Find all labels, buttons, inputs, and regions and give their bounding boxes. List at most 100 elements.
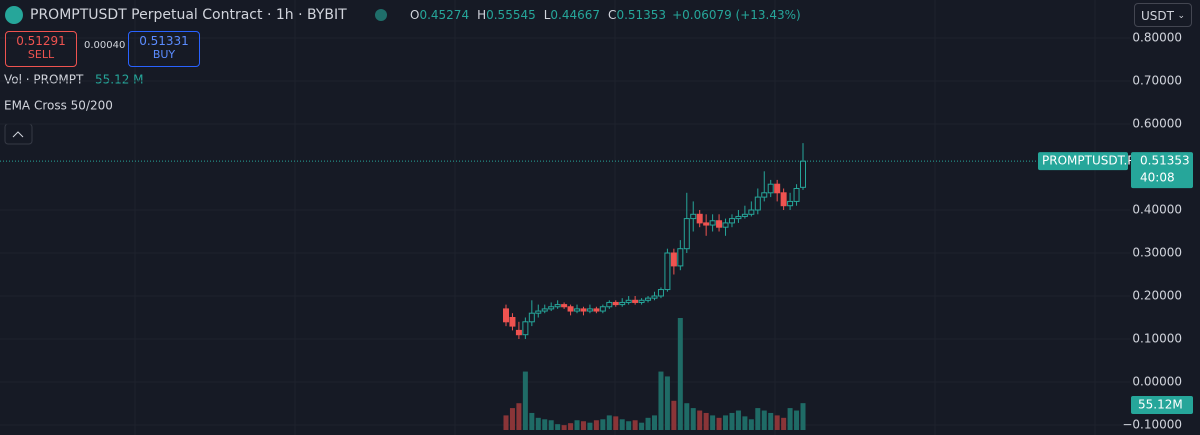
candle-body	[645, 297, 652, 301]
volume-bar	[781, 417, 787, 430]
y-tick-label: 0.80000	[1132, 31, 1182, 45]
candle-body	[748, 209, 755, 215]
candle-body	[503, 308, 509, 323]
symbol-title[interactable]: PROMPTUSDT Perpetual Contract · 1h · BYB…	[30, 7, 347, 23]
volume-bar	[652, 415, 657, 430]
volume-bar	[574, 420, 580, 430]
y-tick-label: 0.10000	[1132, 332, 1182, 346]
volume-bar	[645, 417, 651, 430]
price-axis	[1130, 28, 1200, 435]
volume-bar	[580, 421, 586, 430]
sell-button[interactable]: 0.51291 SELL	[5, 31, 77, 67]
ohlc-letter: C	[608, 8, 616, 22]
y-tick-label: 0.20000	[1132, 289, 1182, 303]
candle-body	[593, 308, 600, 312]
volume-bar	[729, 412, 735, 430]
volume-bar	[542, 419, 548, 430]
y-tick-label: 0.70000	[1132, 74, 1182, 88]
candle-body	[651, 295, 658, 299]
symbol-label: PROMPTUSDT.P	[1042, 154, 1135, 168]
volume-bar	[690, 408, 696, 430]
volume-bar	[509, 408, 515, 430]
candle-body	[567, 306, 574, 312]
volume-bar	[548, 420, 554, 430]
last-price-box	[1131, 152, 1193, 189]
candle-body	[612, 301, 619, 306]
ohlc-value: 0.44667	[550, 8, 600, 22]
volume-bar	[761, 410, 767, 430]
symbol-logo	[5, 6, 23, 24]
volume-bar	[664, 376, 670, 430]
sell-price: 0.51291	[16, 34, 66, 48]
candle-body	[586, 308, 593, 312]
volume-indicator-value: 55.12 M	[95, 73, 144, 87]
volume-bar	[787, 408, 793, 430]
candle-body	[580, 308, 587, 312]
candle-body	[561, 304, 568, 308]
volume-bar	[710, 415, 716, 430]
volume-bar	[613, 416, 619, 430]
candle-body	[716, 220, 723, 228]
candle-body	[515, 329, 522, 336]
volume-bar	[677, 318, 683, 430]
volume-bar	[619, 419, 625, 430]
volume-indicator[interactable]: Vol · PROMPT	[4, 73, 84, 87]
volume-bar	[658, 371, 664, 430]
candle-body	[528, 312, 535, 323]
ohlc-value: 0.45274	[419, 8, 469, 22]
candle-body	[800, 160, 806, 188]
last-price-label: 0.51353	[1140, 154, 1190, 168]
currency-select[interactable]: USDT ⌄	[1134, 3, 1192, 27]
candle-body	[683, 218, 690, 250]
collapse-icon	[12, 131, 24, 138]
volume-bar	[639, 422, 645, 430]
ohlc-letter: L	[544, 8, 551, 22]
candle-body	[606, 301, 613, 308]
volume-bar	[568, 423, 574, 430]
candle-body	[690, 213, 697, 220]
symbol-label-box	[1038, 152, 1128, 171]
volume-bar	[748, 419, 754, 430]
countdown: 40:08	[1140, 171, 1175, 185]
volume-bar	[671, 400, 677, 430]
candle-body	[787, 200, 794, 207]
candle-body	[535, 310, 542, 314]
volume-bar	[503, 415, 509, 430]
candle-body	[722, 222, 729, 228]
candle-body	[761, 192, 768, 198]
volume-bar	[632, 420, 638, 430]
candle-body	[664, 252, 671, 291]
volume-bar	[535, 417, 541, 430]
volume-bar	[735, 410, 741, 430]
collapse-button[interactable]	[4, 123, 33, 145]
candle-body	[599, 306, 606, 312]
ema-indicator[interactable]: EMA Cross 50/200	[4, 99, 113, 113]
volume-bar	[684, 403, 690, 430]
volume-bar	[768, 412, 774, 430]
candle-body	[509, 317, 516, 327]
volume-bar	[716, 417, 722, 430]
candle-body	[541, 308, 548, 312]
buy-price: 0.51331	[139, 34, 189, 48]
volume-bar	[755, 408, 761, 430]
vertical-grid	[134, 0, 1096, 435]
y-tick-label: 0.40000	[1132, 203, 1182, 217]
ohlc-value: 0.51353	[616, 8, 666, 22]
candle-body	[741, 213, 748, 217]
candle-body	[632, 299, 639, 303]
volume-label: 55.12M	[1138, 398, 1183, 412]
spread: 0.00040	[84, 40, 126, 51]
candle-body	[619, 301, 626, 306]
volume-bar	[516, 403, 522, 430]
candle-body	[677, 248, 684, 267]
ohlc-letter: O	[410, 8, 419, 22]
buy-button[interactable]: 0.51331 BUY	[128, 31, 200, 67]
volume-bar	[626, 421, 632, 430]
volume-bar	[697, 410, 703, 430]
candle-body	[709, 220, 716, 226]
candle-body	[696, 213, 703, 224]
candle-body	[554, 304, 561, 308]
status-dot	[375, 9, 387, 21]
